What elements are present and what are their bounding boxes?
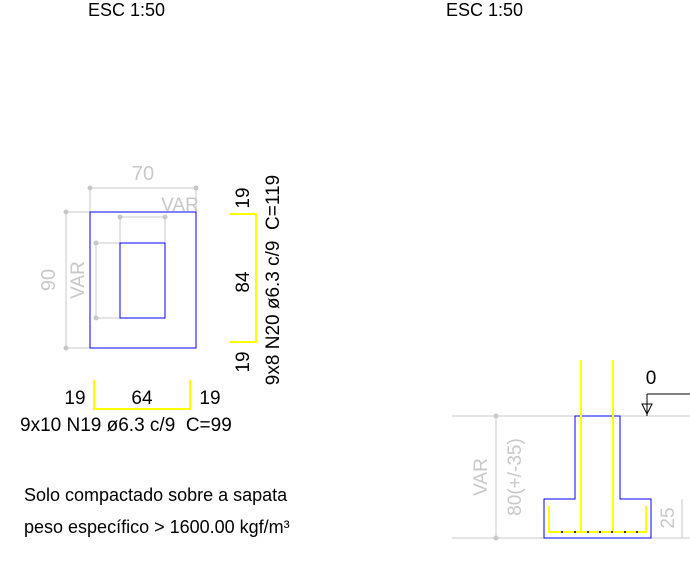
n19-spec-label: 9x10 N19 ø6.3 c/9 C=99 [20, 415, 232, 436]
footing-section-outline [543, 415, 652, 539]
n20-hook-top-label: 19 [233, 187, 254, 208]
plan-view: 70 VAR 90 VAR [20, 163, 284, 436]
level-marker: 0 [641, 368, 690, 416]
column-var-label-top: VAR [161, 195, 199, 216]
n19-length-label: 64 [131, 388, 153, 409]
rebar-n19: 19 64 19 9x10 N19 ø6.3 c/9 C=99 [20, 380, 232, 436]
level-triangle-icon [641, 403, 653, 416]
n19-hook-right-label: 19 [199, 388, 220, 409]
footing-outline [89, 211, 197, 349]
section-scale-label: ESC 1:50 [446, 0, 523, 20]
section-rebar [548, 360, 647, 533]
column-var-label-side: VAR [68, 261, 89, 299]
width-dimension: 70 [87, 163, 199, 212]
n19-hook-left-label: 19 [64, 388, 85, 409]
width-dimension-label: 70 [132, 163, 154, 185]
height-dimension-label: 90 [38, 269, 60, 291]
level-label: 0 [646, 368, 657, 389]
soil-note-line-1: Solo compactado sobre a sapata [24, 485, 288, 505]
height-dimension: 90 [38, 209, 90, 351]
column-outline [119, 242, 166, 319]
column-var-dimension-side: VAR [68, 240, 120, 321]
depth-dimension: VAR 80(+/-35) [471, 413, 526, 541]
section-base-label: 25 [658, 507, 679, 528]
n20-spec-label: 9x8 N20 ø6.3 c/9 C=119 [263, 175, 284, 385]
rebar-n20: 19 84 19 9x8 N20 ø6.3 c/9 C=119 [230, 175, 284, 385]
section-var-label: VAR [471, 458, 492, 496]
n20-length-label: 84 [233, 271, 254, 293]
soil-note-line-2: peso específico > 1600.00 kgf/m³ [24, 517, 290, 537]
n20-hook-bottom-label: 19 [233, 351, 254, 372]
section-view: VAR 80(+/-35) 25 0 [452, 360, 690, 541]
column-var-dimension-top: VAR [117, 195, 199, 243]
section-depth-label: 80(+/-35) [505, 438, 526, 516]
plan-scale-label: ESC 1:50 [88, 0, 165, 20]
base-dimension: 25 [658, 499, 683, 538]
